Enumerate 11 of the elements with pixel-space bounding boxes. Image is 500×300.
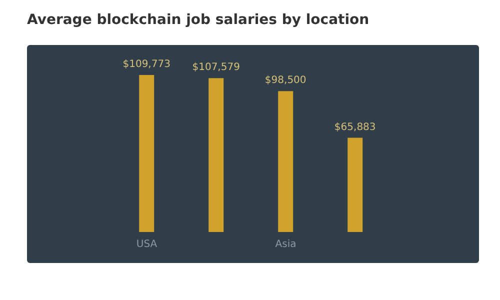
data-label: $109,773 [122,59,170,70]
bar [139,75,154,232]
bar [278,91,294,232]
x-tick-label: USA [136,239,158,250]
data-label: $65,883 [334,122,376,133]
bar [348,138,363,232]
data-label: $98,500 [264,75,306,86]
bar [208,78,224,232]
x-tick-label: Asia [275,239,296,250]
chart-title: Average blockchain job salaries by location [27,12,370,28]
data-label: $107,579 [192,62,240,74]
